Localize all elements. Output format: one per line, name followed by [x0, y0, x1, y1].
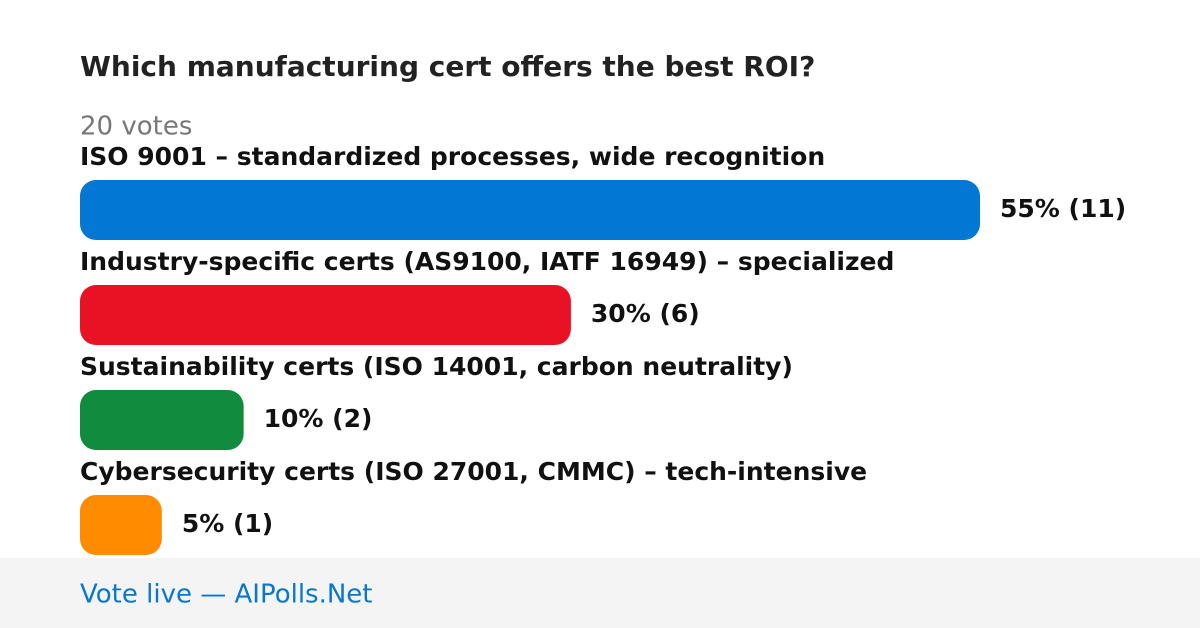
value-label: 30% (6): [591, 299, 700, 328]
bar: [80, 180, 980, 240]
footer-link[interactable]: Vote live — AIPolls.Net: [80, 580, 373, 610]
bar: [80, 285, 571, 345]
option-label: Industry-specific certs (AS9100, IATF 16…: [80, 247, 894, 276]
bar: [80, 390, 244, 450]
option-label: Cybersecurity certs (ISO 27001, CMMC) – …: [80, 457, 867, 486]
option-label: Sustainability certs (ISO 14001, carbon …: [80, 352, 793, 381]
option-label: ISO 9001 – standardized processes, wide …: [80, 142, 825, 171]
value-label: 10% (2): [264, 404, 373, 433]
bar: [80, 495, 162, 555]
chart-title: Which manufacturing cert offers the best…: [80, 50, 815, 83]
vote-count: 20 votes: [80, 112, 192, 142]
value-label: 55% (11): [1000, 194, 1126, 223]
value-label: 5% (1): [182, 509, 273, 538]
footer-bar: [0, 558, 1200, 628]
